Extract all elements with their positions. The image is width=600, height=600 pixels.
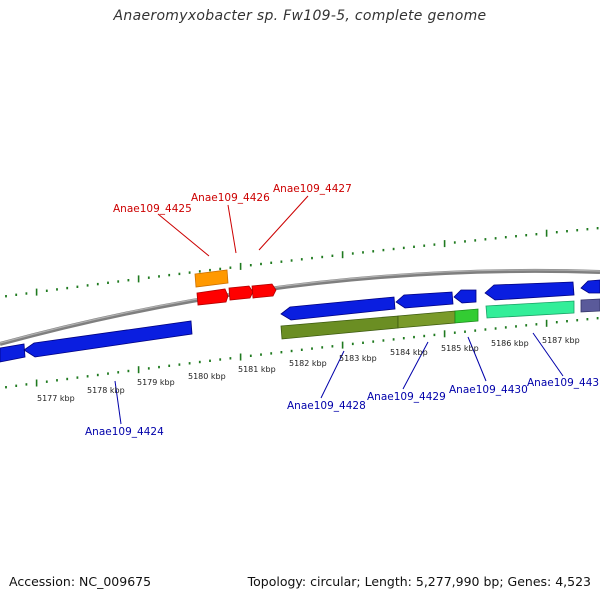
gene-label-anae109-4427[interactable]: Anae109_4427 — [273, 183, 352, 195]
gene-label-anae109-4431[interactable]: Anae109_4431 — [527, 377, 600, 389]
scale-label: 5181 kbp — [238, 365, 276, 374]
gene-anae109-4424-arrow[interactable] — [23, 320, 193, 358]
scale-label: 5178 kbp — [87, 386, 125, 395]
gene-anae109-4429-arrow[interactable] — [395, 291, 454, 309]
gene-label-anae109-4428[interactable]: Anae109_4428 — [287, 400, 366, 412]
gene-label-anae109-4424[interactable]: Anae109_4424 — [85, 426, 164, 438]
gene-label-anae109-4426[interactable]: Anae109_4426 — [191, 192, 270, 204]
scale-label: 5177 kbp — [37, 394, 75, 403]
gene-anae109-4426-arrow[interactable] — [228, 285, 254, 301]
label-leaders — [114, 195, 564, 425]
scale-label: 5182 kbp — [289, 359, 327, 368]
gene-anae109-4425-arrow[interactable] — [196, 288, 229, 306]
gene-left-edge-arrow[interactable] — [0, 343, 26, 363]
scale-label: 5179 kbp — [137, 378, 175, 387]
gene-anae109-4430-arrow[interactable] — [453, 289, 477, 304]
scale-label: 5185 kbp — [441, 344, 479, 353]
genome-backbone — [0, 268, 600, 346]
scale-label: 5184 kbp — [390, 348, 428, 357]
genome-backbone-highlight — [0, 269, 600, 344]
gene-label-anae109-4429[interactable]: Anae109_4429 — [367, 391, 446, 403]
gene-orange[interactable] — [194, 269, 229, 288]
gene-anae109-4428-arrow[interactable] — [280, 296, 396, 321]
gene-anae109-4427-arrow[interactable] — [251, 283, 277, 299]
gene-label-anae109-4430[interactable]: Anae109_4430 — [449, 384, 528, 396]
scale-label: 5180 kbp — [188, 372, 226, 381]
accession-text: Accession: NC_009675 — [9, 574, 152, 589]
scale-label: 5187 kbp — [542, 336, 580, 345]
feature-green-bar[interactable] — [454, 308, 479, 324]
gene-label-anae109-4425[interactable]: Anae109_4425 — [113, 203, 192, 215]
lower-tick-row — [5, 317, 599, 389]
gene-anae109-4431-arrow[interactable] — [484, 281, 575, 301]
upper-tick-row — [5, 227, 599, 298]
scale-label: 5183 kbp — [339, 354, 377, 363]
feature-slate-bar[interactable] — [580, 298, 600, 313]
map-title: Anaeromyxobacter sp. Fw109-5, complete g… — [113, 8, 487, 24]
scale-label: 5186 kbp — [491, 339, 529, 348]
scale-labels: 5177 kbp 5178 kbp 5179 kbp 5180 kbp 5181… — [37, 336, 580, 403]
topology-summary-text: Topology: circular; Length: 5,277,990 bp… — [247, 574, 591, 589]
feature-olive-bar-2[interactable] — [397, 310, 456, 329]
feature-mint-bar[interactable] — [485, 300, 575, 319]
gene-right-edge-arrow[interactable] — [580, 279, 600, 294]
